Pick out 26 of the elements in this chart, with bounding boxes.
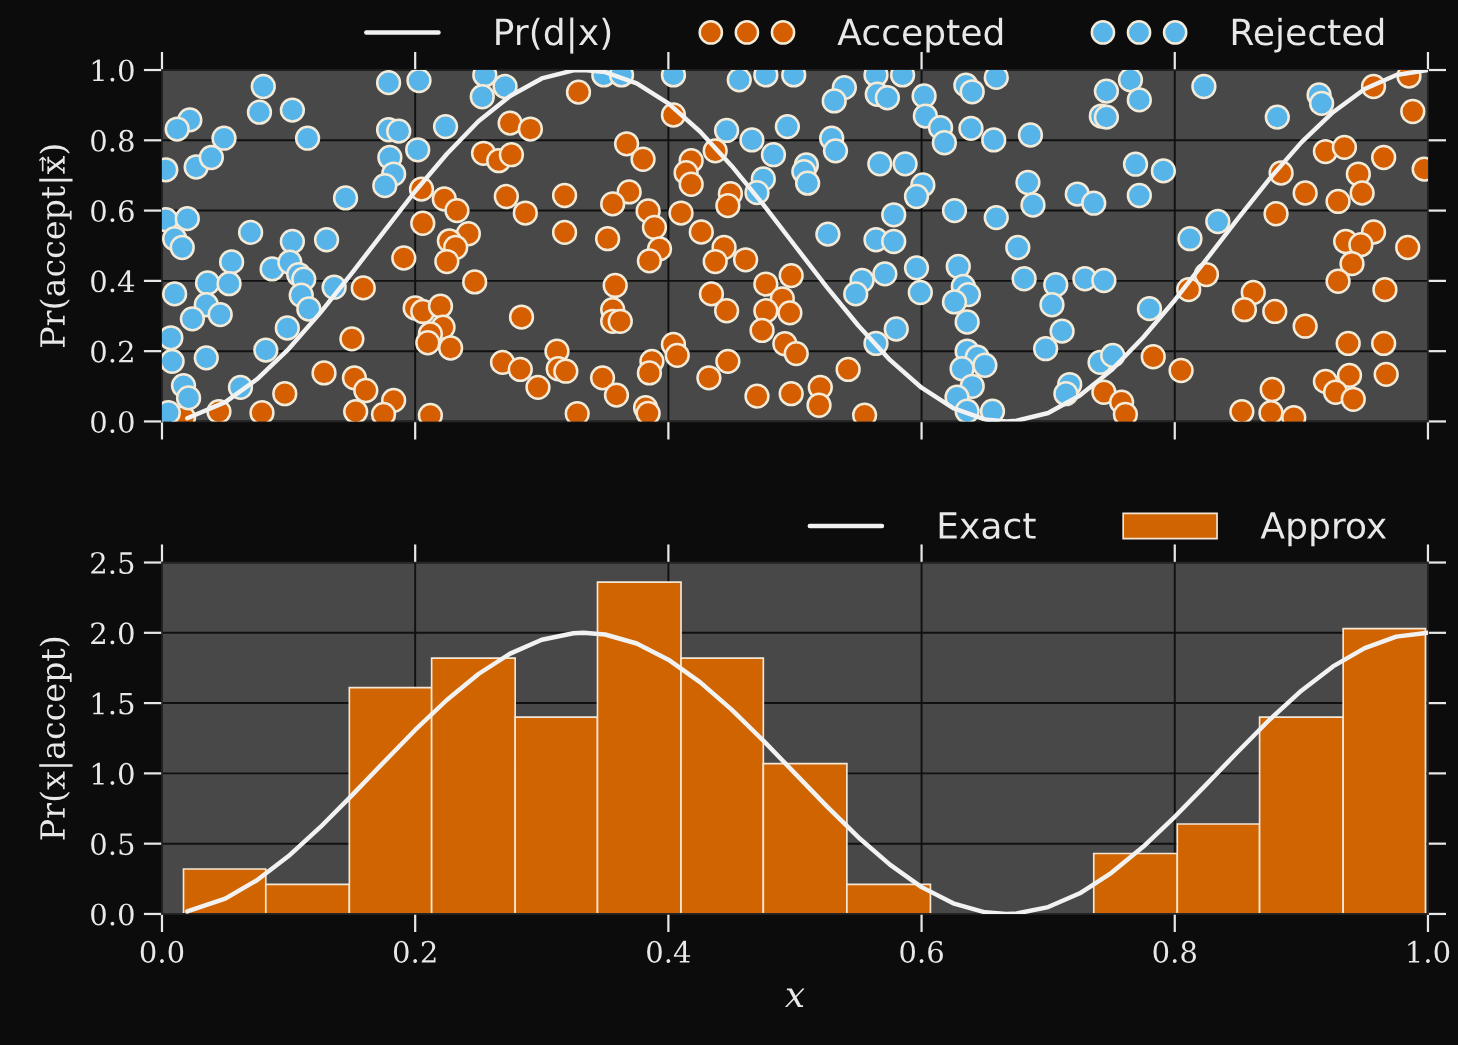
y-axis-title: Pr(x|accept) — [39, 637, 73, 840]
y-tick-label: 1.5 — [92, 692, 134, 715]
legend-label: Exact — [939, 512, 1036, 540]
y-tick-label: 0.4 — [91, 270, 135, 293]
y-tick-label: 0.0 — [91, 903, 134, 926]
x-tick-label: 0.6 — [900, 940, 943, 963]
x-tick-label: 0.4 — [647, 940, 691, 963]
y-tick-label: 2.5 — [91, 551, 134, 575]
legend-label: Pr(d|x) — [496, 17, 611, 54]
legend-label: Approx — [1260, 512, 1387, 547]
x-tick-label: 1.0 — [1408, 940, 1450, 963]
y-tick-label: 0.5 — [91, 833, 134, 856]
x-axis-title: x — [784, 988, 805, 1008]
y-tick-label: 0.8 — [91, 129, 134, 152]
y-tick-label: 0.6 — [91, 200, 134, 223]
x-tick-label: 0.0 — [140, 940, 184, 963]
y-tick-label: 2.0 — [91, 622, 134, 645]
y-tick-label: 0.0 — [91, 410, 134, 433]
y-tick-label: 0.2 — [91, 340, 133, 363]
legend-label: Accepted — [837, 17, 1003, 53]
y-axis-title: Pr(accept|x⃗) — [39, 145, 73, 347]
legend-label: Rejected — [1232, 17, 1384, 53]
y-tick-label: 1.0 — [92, 59, 134, 82]
y-tick-label: 1.0 — [92, 762, 134, 785]
x-tick-label: 0.8 — [1153, 940, 1196, 963]
x-tick-label: 0.2 — [393, 940, 436, 963]
